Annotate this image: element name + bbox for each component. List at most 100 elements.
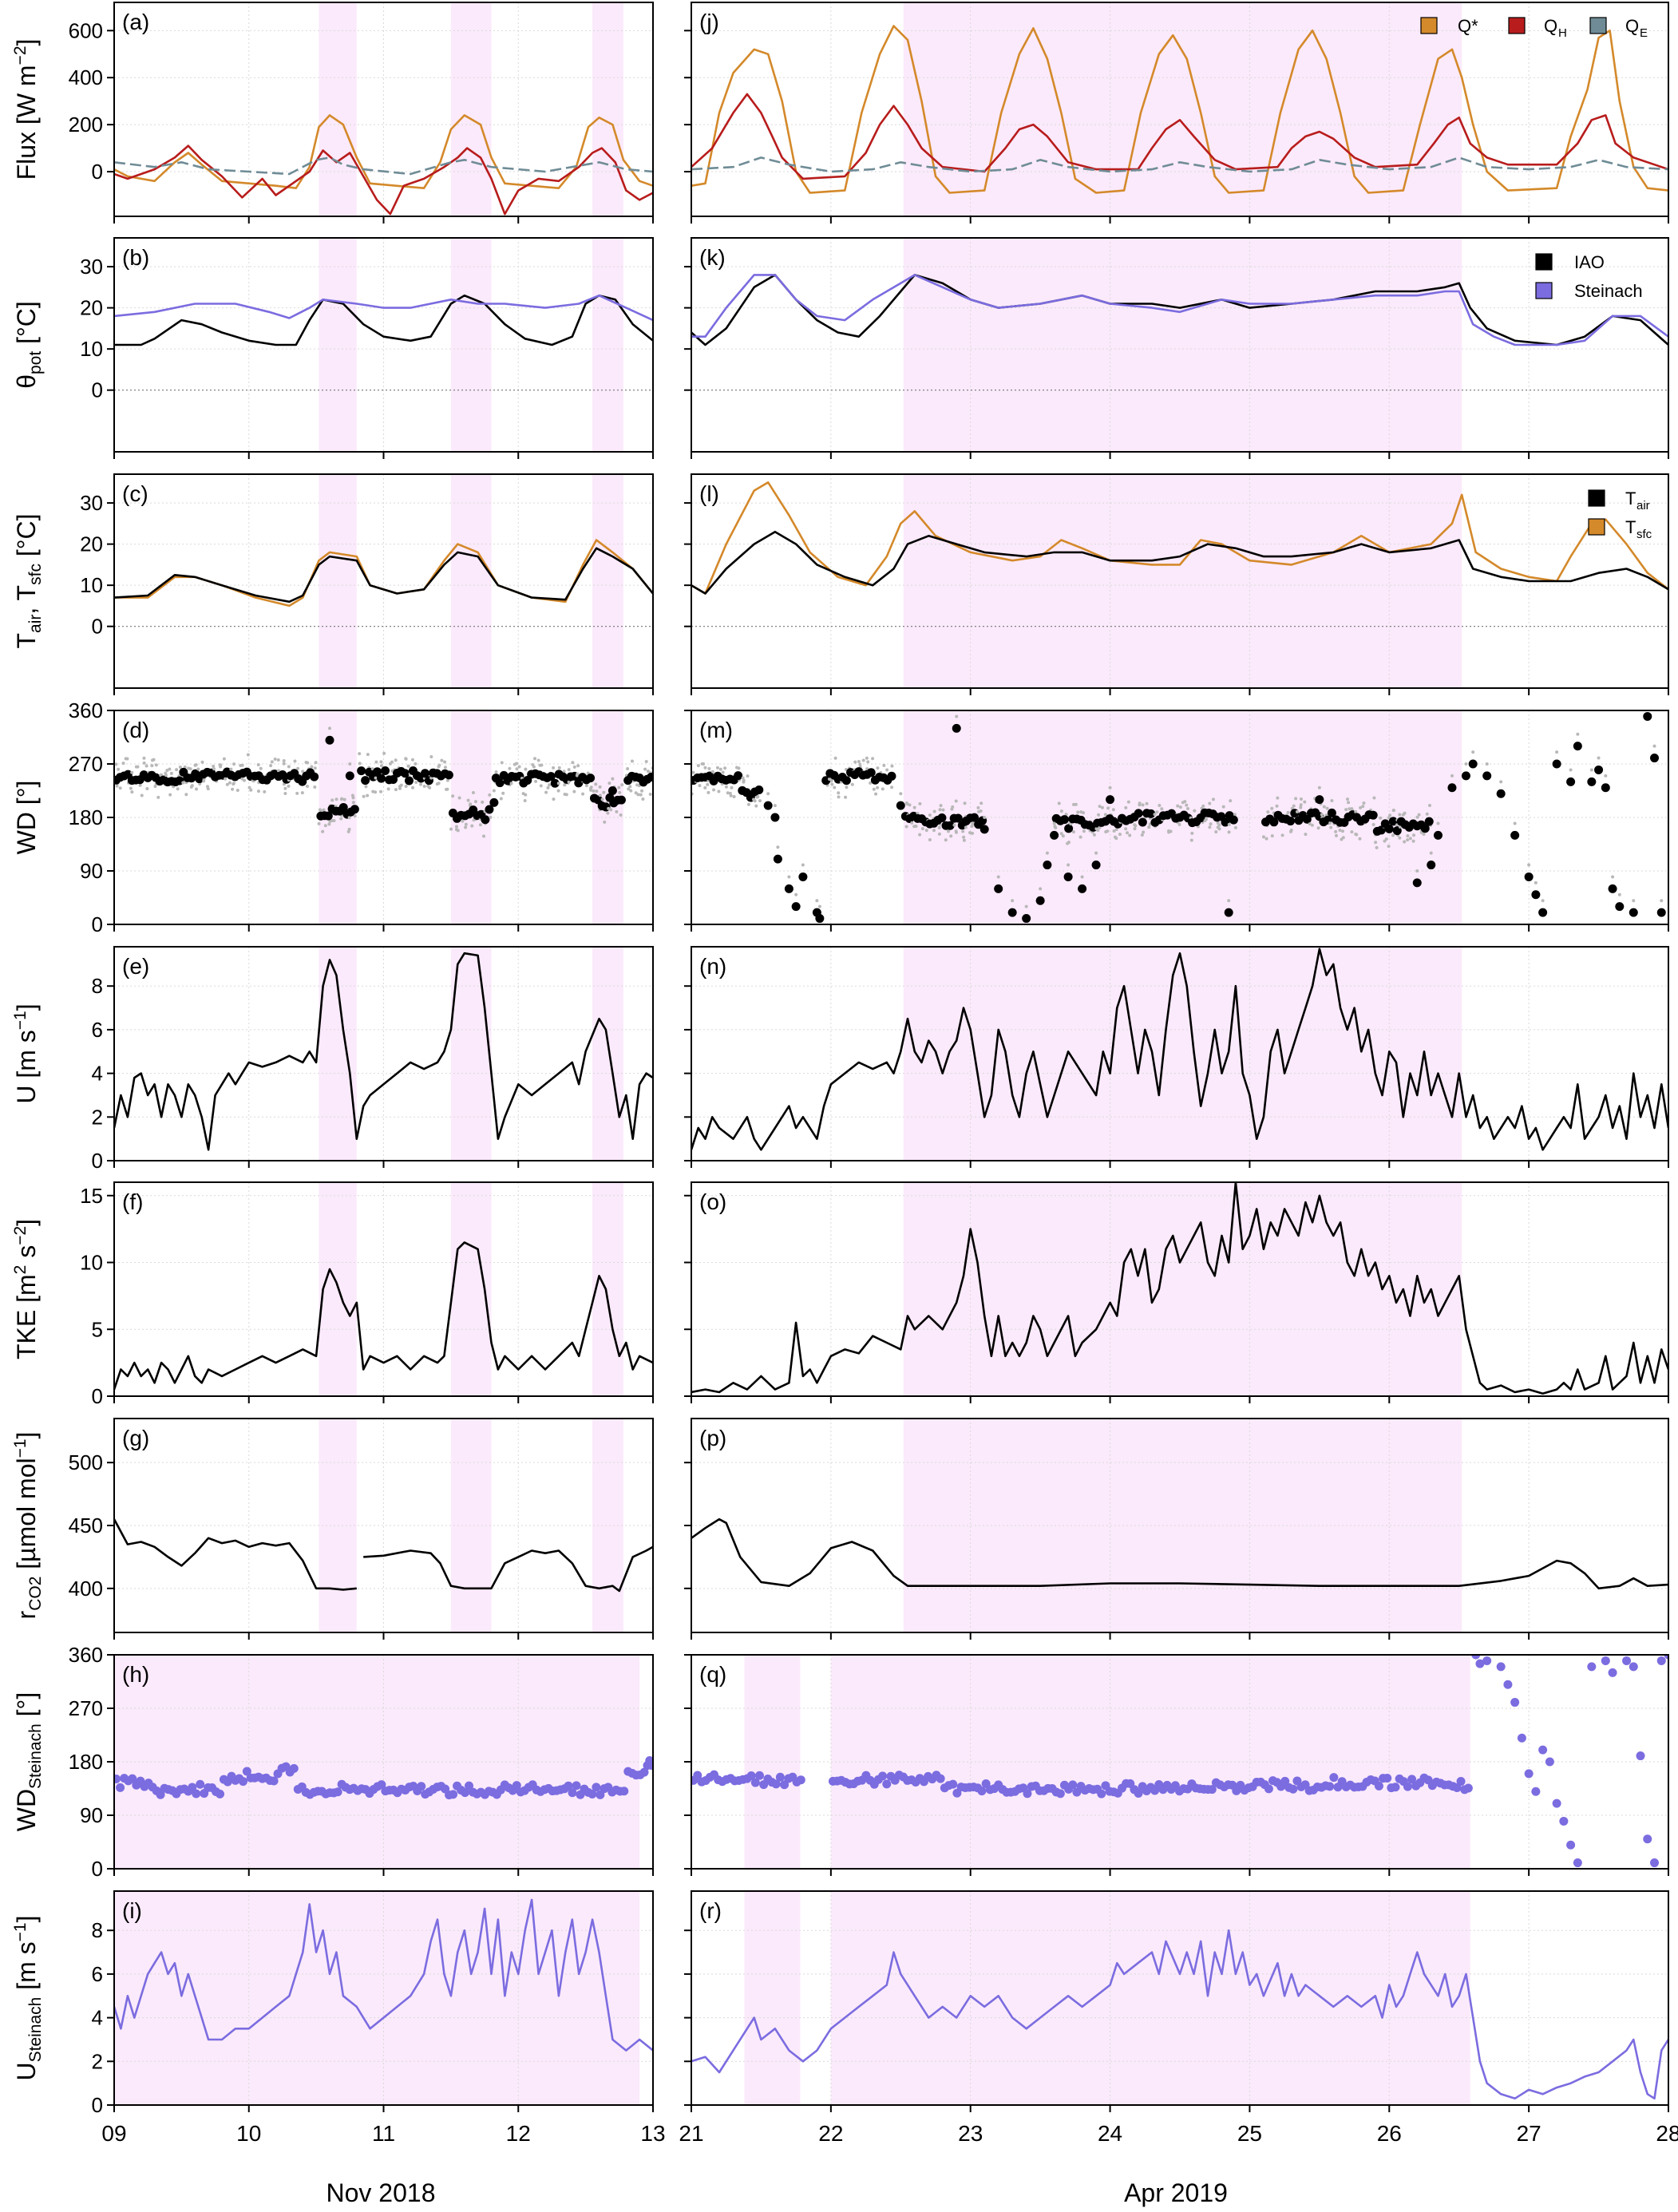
raw-point [1067, 841, 1071, 845]
raw-point [314, 761, 318, 765]
raw-point [1286, 810, 1290, 814]
shade-band [450, 238, 492, 452]
raw-point [955, 714, 959, 718]
raw-point [1098, 825, 1102, 829]
raw-point [263, 789, 267, 793]
data-point [770, 813, 780, 822]
raw-point [464, 825, 468, 829]
raw-point [598, 793, 602, 797]
y-tick-label: 0 [92, 615, 103, 639]
raw-point [615, 809, 619, 813]
raw-point [968, 831, 972, 835]
data-point [1412, 878, 1422, 888]
raw-point [256, 763, 260, 767]
raw-point [563, 793, 567, 797]
raw-point [235, 789, 239, 793]
raw-point [641, 797, 645, 801]
raw-point [1155, 810, 1159, 814]
raw-point [1126, 800, 1130, 804]
row-3: WD [°] 0 90 180 270 360 (d) (m) [12, 698, 1669, 936]
raw-point [296, 766, 300, 770]
raw-point [224, 777, 228, 781]
raw-point [567, 780, 571, 784]
raw-point [1217, 823, 1221, 827]
raw-point [1076, 810, 1080, 814]
raw-point [971, 821, 975, 825]
panel-f: 0 5 10 15 (f) [80, 1181, 654, 1408]
raw-point [399, 783, 403, 787]
panel-frame [691, 2, 1669, 217]
shade-band [592, 1419, 623, 1632]
row-1: θpot [°C] 0 10 20 30 (b) (k) [12, 237, 1669, 459]
series-line-qh [691, 93, 1668, 180]
raw-point [563, 782, 567, 786]
raw-point [961, 829, 965, 833]
raw-point [276, 758, 280, 762]
y-tick-label: 6 [92, 1018, 103, 1042]
raw-point [1322, 805, 1326, 809]
data-point [1656, 1656, 1666, 1665]
raw-point [983, 816, 987, 819]
raw-point [178, 765, 182, 769]
raw-point [1464, 762, 1468, 766]
raw-point [1142, 830, 1146, 834]
raw-point [949, 834, 953, 838]
raw-point [437, 763, 441, 767]
raw-point [1208, 801, 1212, 805]
raw-point [1114, 828, 1118, 832]
raw-point [1406, 838, 1410, 842]
data-point [1427, 861, 1436, 870]
raw-point [351, 796, 355, 800]
raw-point [379, 760, 383, 764]
data-point [936, 1774, 945, 1783]
series-line-qe [114, 156, 653, 176]
raw-point [322, 808, 326, 812]
raw-point [732, 795, 736, 799]
raw-point [517, 765, 521, 769]
raw-point [882, 763, 886, 767]
raw-point [200, 760, 204, 764]
raw-point [603, 820, 607, 824]
raw-point [815, 899, 819, 903]
raw-point [283, 791, 287, 795]
data-point [1463, 1783, 1473, 1793]
data-point [1559, 1816, 1569, 1826]
raw-point [1266, 810, 1270, 814]
data-point [647, 1761, 653, 1771]
data-point [216, 1789, 225, 1798]
raw-point [924, 829, 928, 833]
data-point [952, 723, 961, 733]
data-point [763, 801, 773, 810]
raw-point [240, 763, 244, 767]
raw-point [232, 782, 235, 785]
raw-point [1082, 811, 1086, 815]
raw-point [944, 838, 948, 842]
y-axis-label: U [m s−1] [11, 1003, 41, 1103]
raw-point [1534, 880, 1538, 884]
raw-point [382, 751, 386, 755]
raw-point [1350, 830, 1354, 834]
raw-point [1334, 833, 1338, 837]
y-axis-label: USteinach [m s−1] [11, 1915, 45, 2080]
raw-point [1067, 863, 1071, 867]
panel-a: 0 200 400 600 (a) [69, 2, 654, 224]
raw-point [1346, 797, 1350, 801]
data-point [1461, 771, 1470, 781]
raw-point [310, 765, 314, 769]
data-point [338, 802, 348, 812]
raw-point [721, 770, 725, 774]
raw-point [282, 759, 286, 763]
raw-point [1176, 804, 1180, 808]
raw-point [1103, 813, 1107, 817]
raw-point [890, 785, 894, 789]
panel-h: 0 90 180 270 360 (h) [69, 1643, 654, 1881]
raw-point [499, 797, 503, 801]
raw-point [1375, 845, 1379, 849]
raw-point [611, 777, 615, 781]
raw-point [1160, 807, 1164, 811]
raw-point [540, 763, 544, 767]
raw-point [634, 791, 638, 795]
raw-point [746, 802, 750, 806]
series-line-u [691, 948, 1668, 1151]
raw-point [1111, 808, 1115, 812]
